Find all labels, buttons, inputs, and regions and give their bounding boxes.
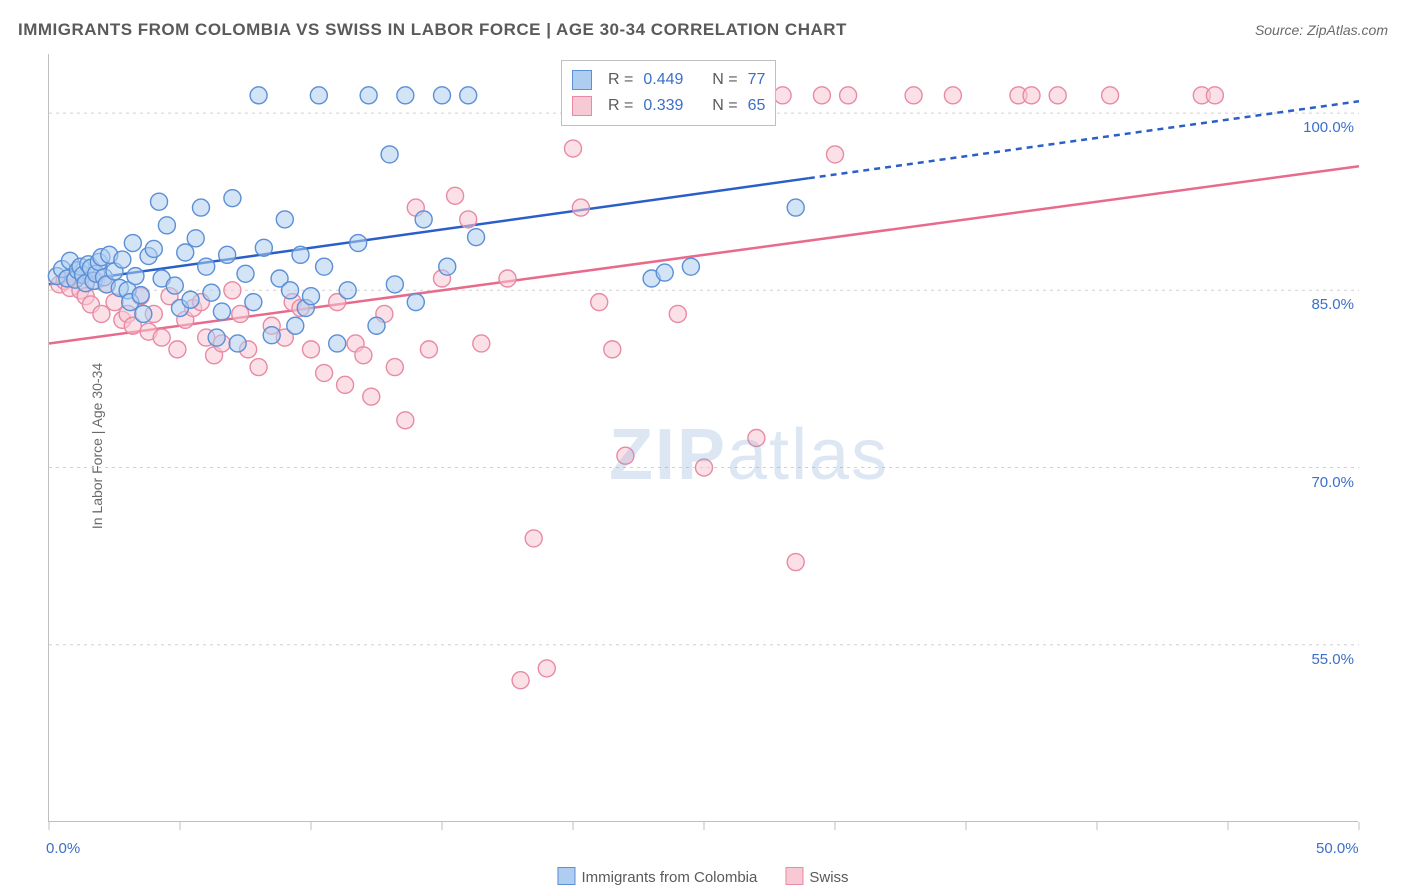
stat-n-label: N = bbox=[712, 93, 737, 119]
stat-r-b: 0.339 bbox=[643, 93, 683, 119]
title-row: IMMIGRANTS FROM COLOMBIA VS SWISS IN LAB… bbox=[18, 20, 1388, 40]
plot-area: ZIPatlas R = 0.449 N = 77 R = 0.339 N = … bbox=[48, 54, 1358, 822]
x-tick-label: 0.0% bbox=[46, 840, 80, 857]
swatch-colombia-icon bbox=[557, 867, 575, 885]
x-tick-label: 50.0% bbox=[1316, 840, 1359, 857]
swatch-colombia bbox=[572, 70, 592, 90]
chart-title: IMMIGRANTS FROM COLOMBIA VS SWISS IN LAB… bbox=[18, 20, 847, 40]
y-tick-label: 70.0% bbox=[1294, 474, 1354, 491]
stat-n-label: N = bbox=[712, 67, 737, 93]
stats-legend-box: R = 0.449 N = 77 R = 0.339 N = 65 bbox=[561, 60, 776, 126]
stat-r-label: R = bbox=[608, 93, 633, 119]
swatch-swiss-icon bbox=[785, 867, 803, 885]
legend-item-colombia: Immigrants from Colombia bbox=[557, 867, 757, 886]
legend-label-swiss: Swiss bbox=[809, 869, 848, 886]
plot-svg bbox=[49, 54, 1359, 822]
chart-container: IMMIGRANTS FROM COLOMBIA VS SWISS IN LAB… bbox=[0, 0, 1406, 892]
y-tick-label: 85.0% bbox=[1294, 296, 1354, 313]
stats-row-a: R = 0.449 N = 77 bbox=[572, 67, 765, 93]
stat-n-a: 77 bbox=[748, 67, 766, 93]
legend-item-swiss: Swiss bbox=[785, 867, 848, 886]
stat-r-a: 0.449 bbox=[643, 67, 683, 93]
stat-r-label: R = bbox=[608, 67, 633, 93]
legend-label-colombia: Immigrants from Colombia bbox=[581, 869, 757, 886]
swatch-swiss bbox=[572, 96, 592, 116]
stats-row-b: R = 0.339 N = 65 bbox=[572, 93, 765, 119]
source-label: Source: ZipAtlas.com bbox=[1255, 22, 1388, 38]
y-tick-label: 100.0% bbox=[1294, 119, 1354, 136]
stat-n-b: 65 bbox=[748, 93, 766, 119]
legend-bottom: Immigrants from Colombia Swiss bbox=[557, 867, 848, 886]
y-tick-label: 55.0% bbox=[1294, 651, 1354, 668]
